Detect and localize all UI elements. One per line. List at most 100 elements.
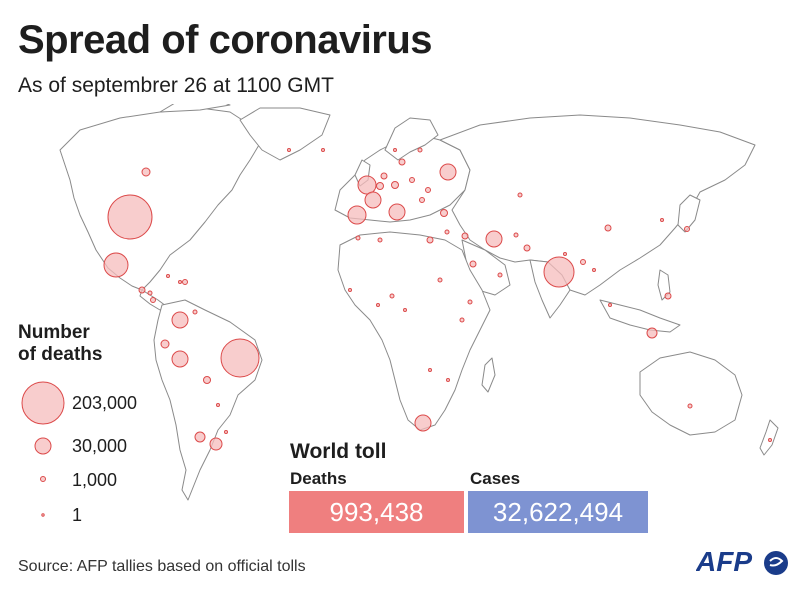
bubble-dominican <box>182 279 188 285</box>
bubble-korea <box>660 218 664 222</box>
afp-logo-icon: AFP <box>696 546 788 577</box>
australia <box>639 351 743 436</box>
cases-value-box: 32,622,494 <box>468 491 648 533</box>
legend-symbols <box>21 381 65 517</box>
legend-bubble-30000 <box>34 437 52 455</box>
bubble-zambia <box>428 368 432 372</box>
bubble-kazakhstan <box>517 192 523 198</box>
bubble-nepal <box>563 252 567 256</box>
bubble-russia <box>439 163 457 181</box>
legend-bubble-1 <box>41 513 45 517</box>
asia <box>439 114 756 296</box>
japan <box>677 194 701 233</box>
bubble-bolivia <box>203 376 211 384</box>
bubble-new-zealand <box>768 438 772 442</box>
bubble-venezuela <box>192 309 198 315</box>
bubble-ukraine <box>425 187 431 193</box>
bubble-sudan <box>437 277 443 283</box>
bubble-honduras <box>147 290 153 296</box>
bubble-nigeria <box>389 293 395 299</box>
bubble-south-africa <box>414 414 432 432</box>
bubble-greenland <box>287 148 291 152</box>
new-zealand <box>759 419 779 456</box>
bubble-mexico <box>103 252 129 278</box>
bubble-iraq <box>461 232 469 240</box>
bubble-oman <box>497 272 503 278</box>
deaths-value: 993,438 <box>329 496 424 527</box>
bubble-kenya <box>459 317 465 323</box>
bubble-ethiopia <box>467 299 473 305</box>
world-map <box>59 104 779 501</box>
bubble-afghanistan <box>513 232 519 238</box>
bubble-cameroon <box>403 308 407 312</box>
bubble-finland <box>417 147 423 153</box>
source-note: Source: AFP tallies based on official to… <box>18 558 306 575</box>
bubble-canada <box>141 167 151 177</box>
indonesia <box>599 299 681 333</box>
bubble-algeria <box>377 237 383 243</box>
greenland <box>239 107 331 161</box>
cases-value: 32,622,494 <box>492 496 624 527</box>
land-masses <box>59 104 779 501</box>
bubble-sweden <box>398 158 406 166</box>
bubble-guatemala <box>138 286 146 294</box>
bubble-panama <box>150 297 156 303</box>
legend-label-1000: 1,000 <box>72 470 118 490</box>
africa <box>337 231 491 431</box>
bubble-cuba <box>166 274 170 278</box>
bubble-poland <box>409 177 415 183</box>
bubble-india <box>543 256 575 288</box>
bubble-myanmar <box>592 268 596 272</box>
bubble-malaysia <box>608 303 612 307</box>
legend-label-30000: 30,000 <box>72 436 128 456</box>
bubble-spain <box>347 205 367 225</box>
bubble-uk <box>357 175 377 195</box>
bubble-ghana <box>376 303 380 307</box>
scandinavia <box>384 117 439 161</box>
bubble-japan <box>684 226 690 232</box>
legend-bubble-1000 <box>40 476 46 482</box>
bubble-germany <box>391 181 399 189</box>
bubble-paraguay <box>216 403 220 407</box>
bubble-australia <box>687 403 693 409</box>
bubble-brazil <box>220 338 260 378</box>
bubble-belgium <box>376 182 384 190</box>
bubble-egypt <box>426 236 434 244</box>
bubble-italy <box>388 203 406 221</box>
bubble-haiti <box>178 280 182 284</box>
bubble-peru <box>171 350 189 368</box>
bubble-netherlands <box>380 172 388 180</box>
legend-title-line1: Number <box>18 322 90 343</box>
arctic-islands <box>159 104 231 113</box>
bubble-usa <box>107 194 153 240</box>
bubble-pakistan <box>523 244 531 252</box>
bubble-bangladesh <box>580 259 586 265</box>
bubble-philippines <box>664 292 672 300</box>
legend-bubble-203000 <box>21 381 65 425</box>
bubble-turkey <box>440 209 448 217</box>
south-america <box>153 299 263 501</box>
bubble-mozambique <box>446 378 450 382</box>
world-toll-title: World toll <box>290 440 387 463</box>
madagascar <box>481 357 496 393</box>
deaths-label: Deaths <box>290 469 347 488</box>
bubble-romania <box>419 197 425 203</box>
bubble-saudi <box>469 260 477 268</box>
bubble-argentina <box>209 437 223 451</box>
bubble-uruguay <box>224 430 228 434</box>
map-title: Spread of coronavirus <box>18 18 433 62</box>
deaths-value-box: 993,438 <box>289 491 464 533</box>
bubble-morocco <box>355 235 361 241</box>
bubble-france <box>364 191 382 209</box>
bubble-iran <box>485 230 503 248</box>
legend-title: Number of deaths <box>18 322 138 366</box>
legend-label-203000: 203,000 <box>72 393 138 413</box>
bubble-china <box>604 224 612 232</box>
bubble-colombia <box>171 311 189 329</box>
legend-title-line2: of deaths <box>18 344 103 365</box>
legend-label-1: 1 <box>72 505 83 525</box>
cases-label: Cases <box>470 469 521 488</box>
map-subtitle: As of septembrer 26 at 1100 GMT <box>18 74 334 97</box>
bubble-israel <box>444 229 450 235</box>
bubble-ecuador <box>160 339 170 349</box>
